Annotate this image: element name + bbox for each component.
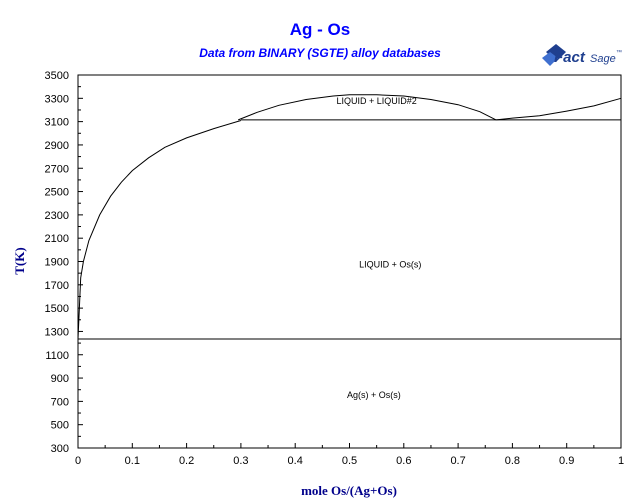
x-tick-label: 1 — [618, 455, 624, 467]
x-tick-label: 0.5 — [342, 455, 357, 467]
y-axis-label: T(K) — [12, 247, 27, 274]
y-tick-label: 2700 — [45, 163, 69, 175]
y-tick-label: 1300 — [45, 326, 69, 338]
x-tick-label: 0.8 — [505, 455, 520, 467]
region-label: LIQUID + Os(s) — [359, 259, 421, 269]
y-tick-label: 500 — [51, 420, 69, 432]
x-tick-label: 0 — [75, 455, 81, 467]
svg-text:™: ™ — [616, 49, 622, 56]
phase-boundaries — [77, 94, 622, 340]
chart-subtitle: Data from BINARY (SGTE) alloy databases — [199, 46, 441, 60]
x-tick-label: 0.6 — [396, 455, 411, 467]
x-tick-label: 0.7 — [450, 455, 465, 467]
y-tick-label: 700 — [51, 396, 69, 408]
phase-boundary-line — [238, 94, 497, 121]
chart-title: Ag - Os — [289, 20, 351, 39]
region-label: Ag(s) + Os(s) — [347, 390, 401, 400]
y-tick-label: 2300 — [45, 210, 69, 222]
phase-boundary-line — [77, 120, 242, 340]
region-labels: LIQUID + LIQUID#2 LIQUID + Os(s) Ag(s) + O… — [337, 96, 422, 400]
x-tick-label: 0.9 — [559, 455, 574, 467]
x-tick-label: 0.1 — [125, 455, 140, 467]
y-tick-label: 300 — [51, 443, 69, 455]
factsage-logo: Fact Sage ™ — [542, 44, 622, 66]
region-label: LIQUID + LIQUID#2 — [337, 96, 417, 106]
y-tick-label: 1100 — [45, 350, 69, 362]
y-tick-label: 1900 — [45, 257, 69, 269]
y-tick-label: 900 — [51, 373, 69, 385]
svg-text:Sage: Sage — [590, 53, 616, 65]
y-tick-label: 1700 — [45, 280, 69, 292]
phase-boundary-line — [496, 97, 622, 121]
y-tick-label: 3100 — [45, 117, 69, 129]
y-tick-label: 2100 — [45, 233, 69, 245]
y-axis-ticks: 300 500 700 900 1100 1300 1500 1700 1900 2100 2300… — [45, 70, 83, 455]
y-tick-label: 2900 — [45, 140, 69, 152]
y-tick-label: 3300 — [45, 93, 69, 105]
x-tick-label: 0.2 — [179, 455, 194, 467]
y-tick-label: 1500 — [45, 303, 69, 315]
y-tick-label: 3500 — [45, 70, 69, 82]
x-axis-ticks: 0 0.1 0.2 0.3 0.4 0.5 0.6 0.7 0.8 0.9 1 — [75, 443, 624, 467]
y-tick-label: 2500 — [45, 187, 69, 199]
x-tick-label: 0.4 — [288, 455, 303, 467]
x-axis-label: mole Os/(Ag+Os) — [301, 483, 397, 498]
svg-text:Fact: Fact — [554, 49, 586, 66]
x-tick-label: 0.3 — [233, 455, 248, 467]
